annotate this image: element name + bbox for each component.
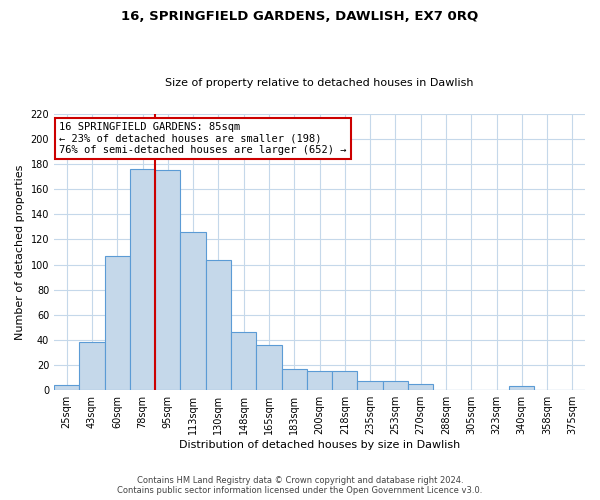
Bar: [408, 384, 433, 390]
Title: Size of property relative to detached houses in Dawlish: Size of property relative to detached ho…: [165, 78, 474, 88]
Bar: [281, 369, 307, 390]
Bar: [383, 382, 408, 390]
Bar: [104, 256, 130, 390]
Text: Contains HM Land Registry data © Crown copyright and database right 2024.
Contai: Contains HM Land Registry data © Crown c…: [118, 476, 482, 495]
Bar: [307, 372, 332, 390]
Text: 16 SPRINGFIELD GARDENS: 85sqm
← 23% of detached houses are smaller (198)
76% of : 16 SPRINGFIELD GARDENS: 85sqm ← 23% of d…: [59, 122, 347, 156]
Bar: [155, 170, 181, 390]
Bar: [79, 342, 104, 390]
Bar: [181, 232, 206, 390]
Text: 16, SPRINGFIELD GARDENS, DAWLISH, EX7 0RQ: 16, SPRINGFIELD GARDENS, DAWLISH, EX7 0R…: [121, 10, 479, 23]
Y-axis label: Number of detached properties: Number of detached properties: [15, 164, 25, 340]
Bar: [358, 382, 383, 390]
Bar: [256, 345, 281, 390]
Bar: [130, 169, 155, 390]
Bar: [332, 372, 358, 390]
X-axis label: Distribution of detached houses by size in Dawlish: Distribution of detached houses by size …: [179, 440, 460, 450]
Bar: [231, 332, 256, 390]
Bar: [206, 260, 231, 390]
Bar: [54, 385, 79, 390]
Bar: [509, 386, 535, 390]
